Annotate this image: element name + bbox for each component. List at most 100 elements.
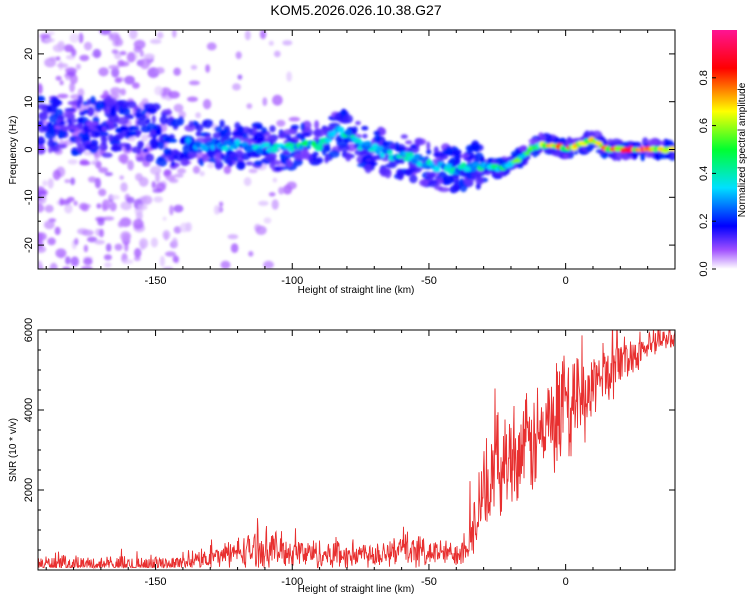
colorbar-tick-label: 0.0 (698, 261, 710, 276)
noise-blob (230, 243, 239, 254)
signal-halo-blob (38, 145, 46, 155)
noise-blob (79, 54, 90, 62)
signal-halo-blob (664, 153, 672, 159)
signal-halo-blob (141, 109, 147, 115)
signal-halo-blob (231, 131, 244, 137)
signal-halo-blob (451, 149, 462, 156)
noise-blob (69, 74, 78, 85)
noise-blob (65, 256, 71, 265)
noise-blob (74, 238, 79, 246)
noise-blob (95, 160, 102, 169)
signal-halo-blob (279, 130, 286, 139)
noise-blob (237, 74, 243, 80)
noise-blob (177, 168, 187, 174)
signal-halo-blob (48, 146, 53, 154)
signal-halo-blob (234, 150, 244, 158)
signal-halo-blob (38, 103, 48, 110)
y-tick-label: 20 (23, 48, 35, 60)
snr-panel: -150 -100 -50 0 2000 4000 6000 Height of stra… (8, 318, 676, 595)
signal-halo-blob (409, 167, 417, 173)
signal-halo-blob (125, 143, 132, 152)
signal-halo-blob (58, 115, 65, 121)
signal-halo-blob (610, 152, 617, 159)
noise-blob (154, 85, 164, 96)
noise-blob (103, 254, 112, 261)
noise-blob (96, 203, 102, 209)
signal-halo-blob (483, 168, 489, 173)
signal-halo-blob (38, 111, 49, 121)
signal-halo-blob (247, 151, 259, 158)
signal-halo-blob (101, 152, 113, 158)
signal-halo-blob (381, 141, 389, 146)
noise-blob (114, 77, 123, 84)
noise-blob (78, 32, 84, 44)
noise-blob (155, 172, 161, 183)
noise-blob (59, 80, 64, 86)
signal-halo-blob (110, 145, 122, 152)
signal-halo-blob (632, 150, 637, 161)
signal-core-blob (68, 125, 77, 131)
signal-halo-blob (269, 125, 276, 133)
noise-blob (127, 160, 134, 171)
signal-halo-blob (300, 122, 305, 132)
noise-blob (105, 243, 112, 252)
signal-halo-blob (134, 112, 143, 117)
noise-blob (202, 99, 212, 110)
signal-halo-blob (528, 138, 541, 144)
signal-halo-blob (161, 109, 173, 116)
noise-blob (64, 203, 73, 214)
noise-blob (44, 57, 56, 68)
spectrogram-y-axis-title: Frequency (Hz) (8, 116, 19, 185)
signal-core-blob (354, 138, 362, 144)
signal-halo-blob (38, 136, 44, 141)
noise-blob (173, 173, 184, 178)
signal-halo-blob (219, 119, 225, 128)
signal-halo-blob (475, 176, 484, 186)
noise-blob (52, 169, 61, 181)
y-tick-label: 10 (23, 96, 35, 108)
signal-core-blob (376, 145, 384, 152)
signal-core-blob (108, 124, 116, 130)
signal-core-blob (42, 125, 49, 132)
noise-blob (282, 40, 293, 46)
noise-blob (119, 51, 127, 56)
noise-blob (92, 48, 102, 59)
noise-blob (104, 172, 113, 177)
noise-blob (185, 222, 192, 232)
signal-halo-blob (234, 122, 241, 130)
signal-halo-blob (109, 106, 117, 117)
noise-blob (104, 262, 112, 268)
noise-blob (190, 64, 198, 70)
noise-blob (101, 199, 111, 211)
signal-halo-blob (379, 127, 387, 136)
snr-x-axis: -150 -100 -50 0 (45, 330, 676, 588)
noise-blob (162, 216, 167, 221)
noise-blob (232, 83, 241, 91)
signal-halo-blob (120, 107, 131, 116)
signal-core-blob (231, 143, 239, 149)
signal-halo-blob (336, 139, 349, 148)
signal-halo-blob (48, 113, 60, 124)
signal-core-blob (445, 163, 452, 169)
y-tick-label: 6000 (23, 318, 35, 342)
noise-blob (139, 58, 150, 70)
noise-blob (133, 39, 146, 50)
noise-blob (150, 237, 158, 248)
noise-blob (149, 39, 162, 44)
signal-halo-blob (475, 183, 481, 190)
noise-blob (272, 177, 278, 183)
signal-halo-blob (396, 168, 403, 177)
noise-blob (62, 266, 71, 269)
signal-halo-blob (241, 126, 251, 134)
y-tick-label: 4000 (23, 398, 35, 422)
signal-halo-blob (227, 160, 233, 168)
signal-halo-blob (77, 117, 85, 122)
colorbar-tick-label: 0.4 (698, 166, 710, 181)
noise-blob (151, 181, 156, 189)
signal-halo-blob (163, 146, 170, 157)
signal-halo-blob (170, 161, 176, 167)
noise-blob (40, 194, 47, 204)
noise-blob (244, 30, 251, 41)
noise-blob (223, 165, 232, 175)
signal-core-blob (405, 152, 414, 157)
